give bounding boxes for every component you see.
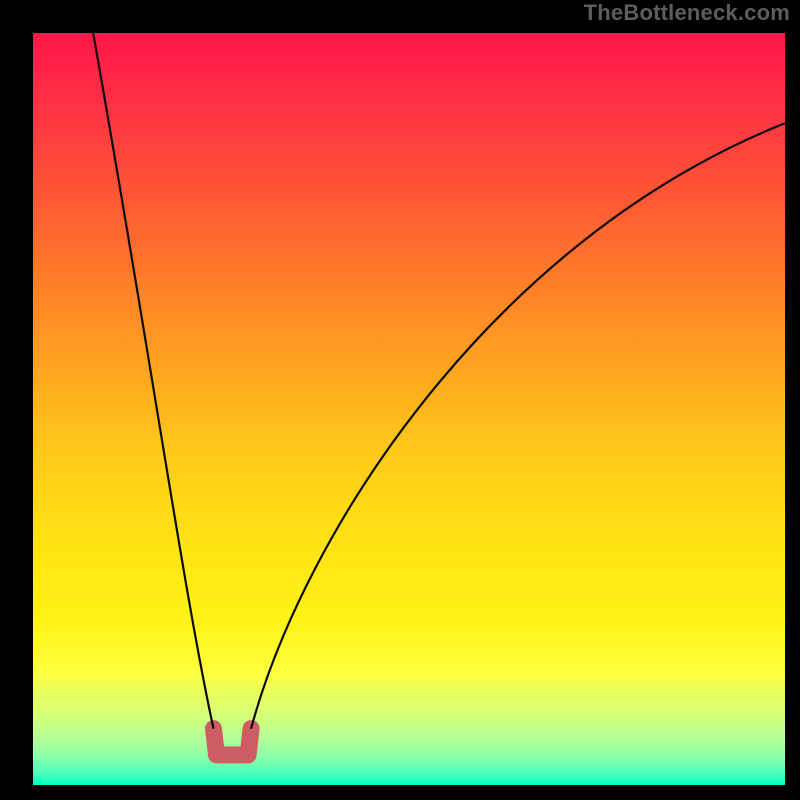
chart-canvas: TheBottleneck.com	[0, 0, 800, 800]
dip-marker	[213, 729, 251, 755]
curve-layer	[33, 33, 785, 785]
watermark-text: TheBottleneck.com	[584, 0, 790, 26]
bottleneck-curve-left	[93, 33, 213, 729]
plot-area	[33, 33, 785, 785]
bottleneck-curve-right	[251, 123, 785, 728]
